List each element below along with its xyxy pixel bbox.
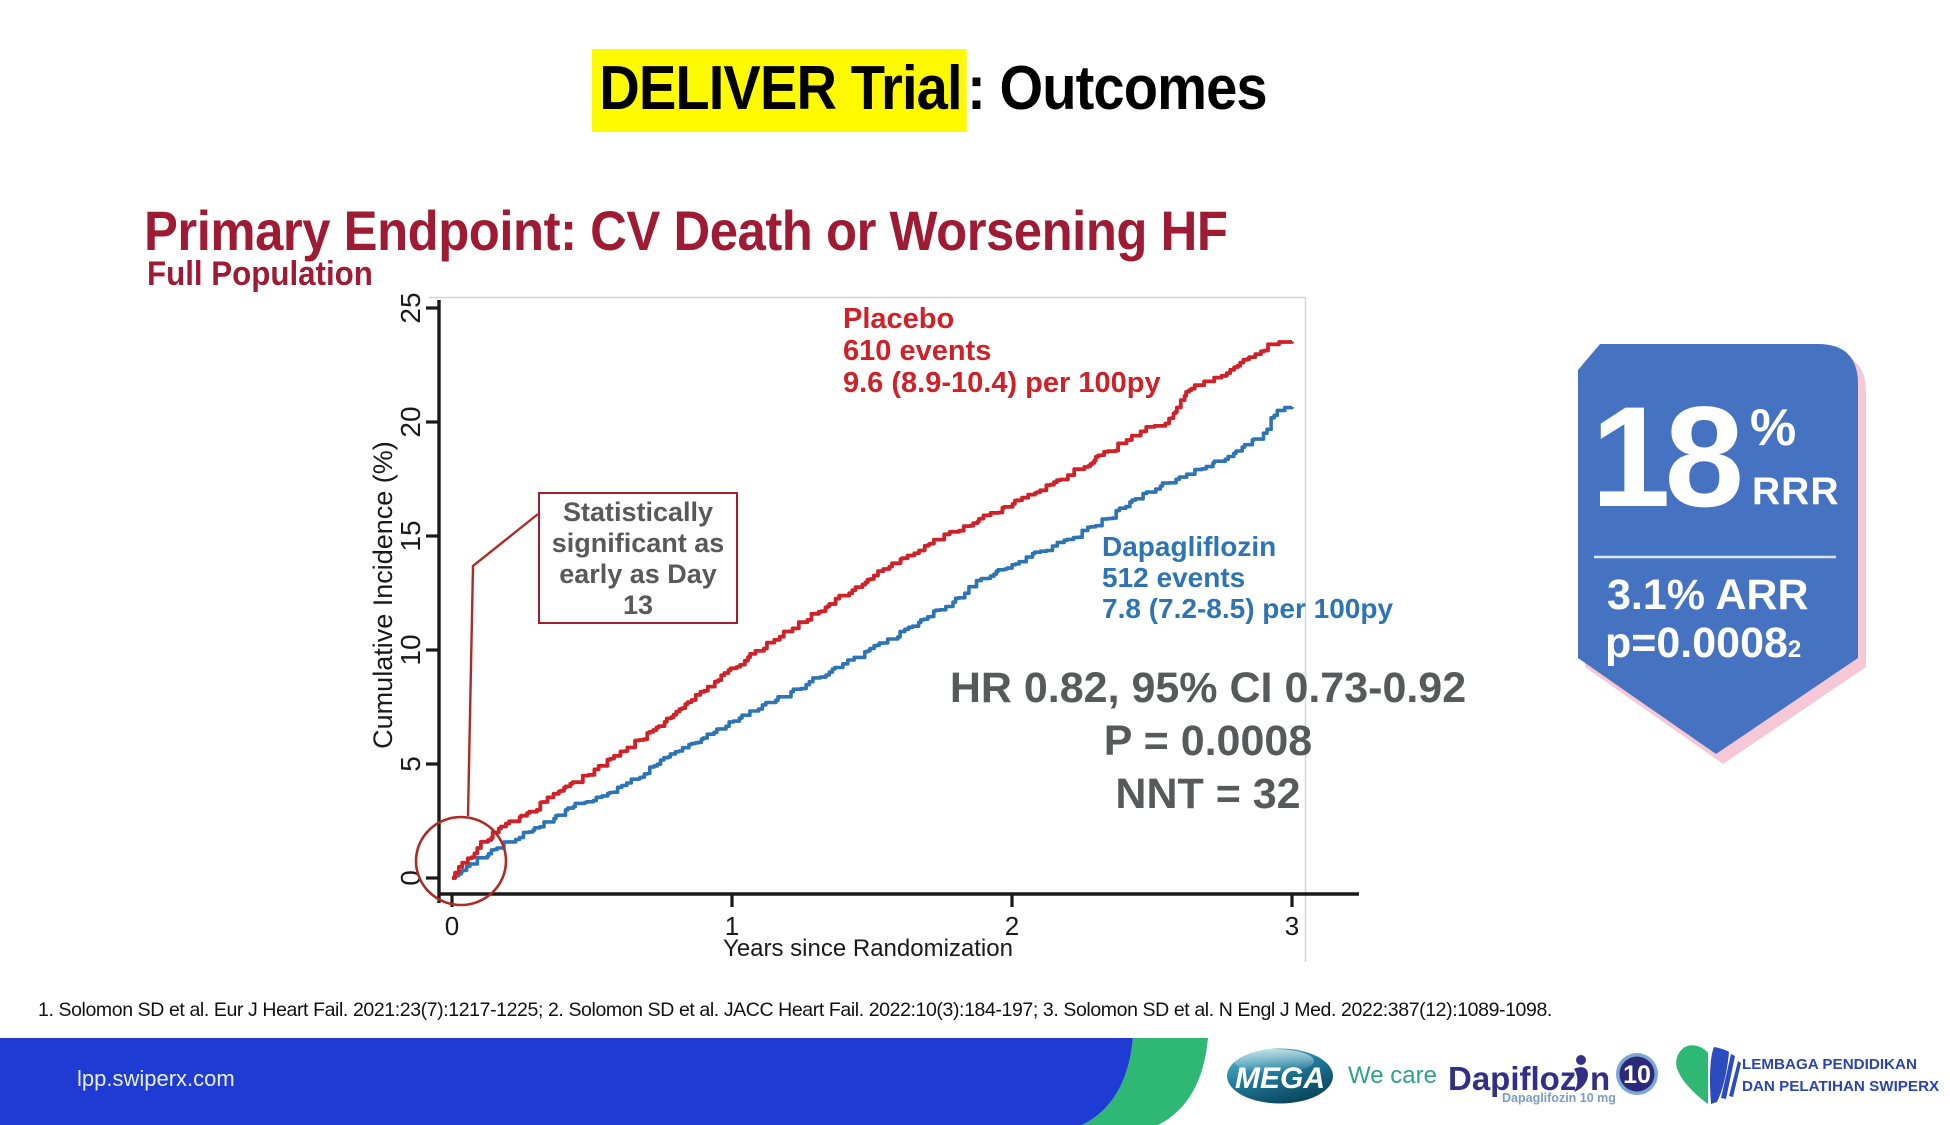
svg-text:Cumulative Incidence (%): Cumulative Incidence (%) [368, 441, 398, 749]
svg-text:0: 0 [445, 911, 459, 941]
svg-text:20: 20 [395, 406, 426, 437]
svg-text:25: 25 [395, 292, 426, 323]
svg-text:Years since Randomization: Years since Randomization [723, 935, 1013, 962]
svg-text:3: 3 [1285, 911, 1299, 941]
svg-text:10: 10 [1623, 1061, 1651, 1089]
svg-text:1: 1 [725, 911, 739, 941]
svg-text:15: 15 [395, 520, 426, 551]
svg-text:5: 5 [395, 756, 426, 772]
svg-text:MEGA: MEGA [1235, 1062, 1325, 1095]
svg-text:10: 10 [395, 634, 426, 665]
svg-text:2: 2 [1005, 911, 1019, 941]
